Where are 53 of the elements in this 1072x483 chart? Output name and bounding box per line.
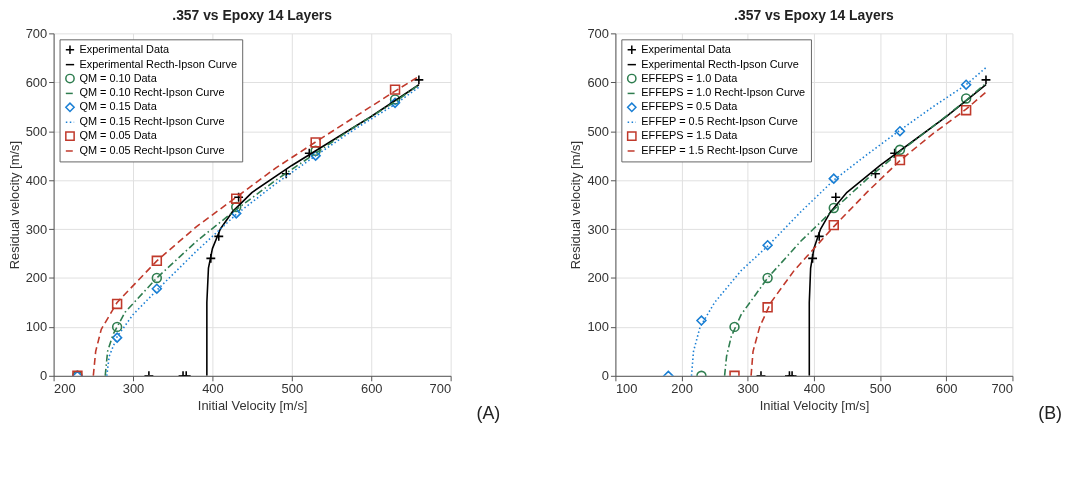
y-tick-label: 500 (587, 123, 609, 139)
x-tick-label: 700 (991, 381, 1013, 397)
x-tick-label: 300 (737, 381, 760, 397)
x-tick-label: 100 (615, 381, 638, 397)
legend-label: Experimental Recth-Ipson Curve (641, 57, 799, 70)
x-tick-label: 500 (281, 381, 304, 397)
y-tick-label: 200 (25, 270, 48, 286)
x-tick-label: 600 (936, 381, 958, 397)
legend-label: EFFEPS = 1.0 Data (641, 71, 739, 84)
x-axis-title: Initial Velocity [m/s] (197, 398, 308, 414)
legend-label: EFFEPS = 1.5 Data (641, 129, 739, 142)
legend-label: Experimental Data (641, 42, 732, 55)
x-axis-title: Initial Velocity [m/s] (759, 398, 870, 414)
legend-label: QM = 0.05 Recht-Ipson Curve (79, 143, 225, 156)
chart-title: .357 vs Epoxy 14 Layers (172, 7, 333, 24)
legend-label: EFFEPS = 0.5 Data (641, 100, 739, 113)
x-tick-label: 300 (122, 381, 145, 397)
y-axis-title: Residual velocity [m/s] (6, 140, 22, 270)
y-tick-label: 100 (587, 319, 609, 335)
x-tick-label: 400 (202, 381, 224, 397)
y-tick-label: 700 (587, 25, 609, 41)
legend-label: EFFEP = 0.5 Recht-Ipson Curve (641, 115, 798, 128)
y-tick-label: 500 (25, 123, 48, 139)
y-tick-label: 200 (587, 270, 609, 286)
x-tick-label: 700 (429, 381, 452, 397)
legend-label: EFFEPS = 1.0 Recht-Ipson Curve (641, 86, 806, 99)
legend-label: QM = 0.10 Data (79, 71, 158, 84)
legend-label: Experimental Recth-Ipson Curve (79, 57, 238, 70)
legend-label: EFFEP = 1.5 Recht-Ipson Curve (641, 143, 798, 156)
y-tick-label: 700 (25, 25, 48, 41)
y-tick-label: 0 (601, 368, 609, 384)
y-tick-label: 0 (39, 368, 48, 384)
x-tick-label: 200 (671, 381, 693, 397)
legend-label: Experimental Data (79, 42, 171, 55)
y-axis-title: Residual velocity [m/s] (568, 140, 584, 270)
legend-label: QM = 0.15 Data (79, 100, 158, 113)
y-tick-label: 300 (25, 221, 48, 237)
x-tick-label: 200 (54, 381, 76, 397)
text: (A) (476, 403, 501, 424)
chart-title: .357 vs Epoxy 14 Layers (734, 7, 895, 24)
legend-label: QM = 0.15 Recht-Ipson Curve (79, 115, 225, 128)
y-tick-label: 100 (25, 319, 48, 335)
y-tick-label: 400 (587, 172, 609, 188)
y-tick-label: 600 (25, 74, 48, 90)
y-tick-label: 300 (587, 221, 609, 237)
legend-label: QM = 0.10 Recht-Ipson Curve (79, 86, 225, 99)
x-tick-label: 500 (869, 381, 892, 397)
text: (B) (1038, 403, 1063, 424)
legend-label: QM = 0.05 Data (79, 129, 158, 142)
y-tick-label: 600 (587, 74, 609, 90)
x-tick-label: 600 (360, 381, 383, 397)
y-tick-label: 400 (25, 172, 48, 188)
x-tick-label: 400 (803, 381, 826, 397)
